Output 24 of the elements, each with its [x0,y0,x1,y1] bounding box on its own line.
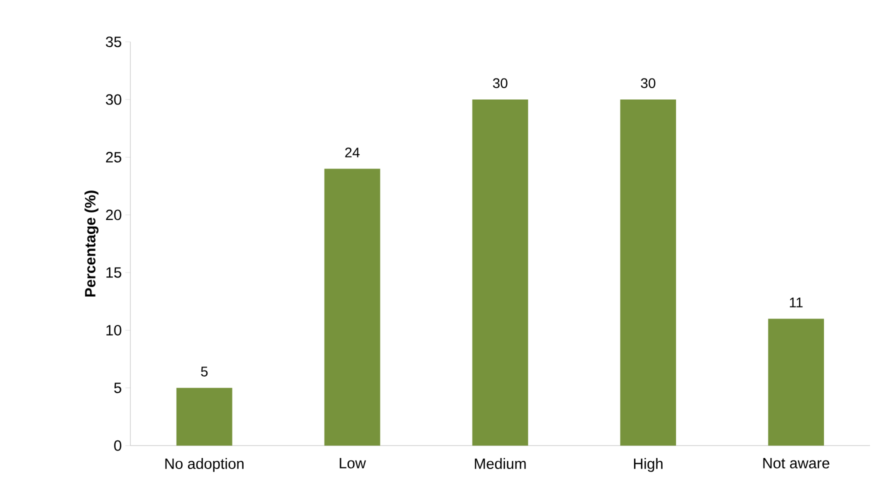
data-label: 11 [790,297,803,308]
y-tick-label: 5 [114,382,122,393]
x-tick-label: High [634,458,662,472]
data-label: 30 [640,78,656,88]
bar [324,168,380,446]
y-tick-label: 0 [114,440,122,451]
y-tick-label: 25 [106,152,122,162]
bar [176,388,232,446]
data-label: 24 [345,147,360,158]
bar [620,99,676,446]
bar [768,318,824,446]
x-tick-label: No adoption [165,458,244,472]
y-tick-label: 35 [106,36,122,47]
x-tick-label: Not aware [763,458,830,468]
data-label: 30 [492,78,508,88]
y-tick-label: 20 [106,209,122,220]
x-tick-label: Low [340,458,366,468]
y-tick-label: 15 [106,267,122,278]
x-tick-label: Medium [474,458,526,469]
y-tick-label: 30 [106,94,122,105]
y-tick-label: 10 [106,324,122,336]
data-label: 5 [201,366,208,376]
y-axis-title: Percentage (%) [84,190,98,296]
bar [472,99,528,446]
